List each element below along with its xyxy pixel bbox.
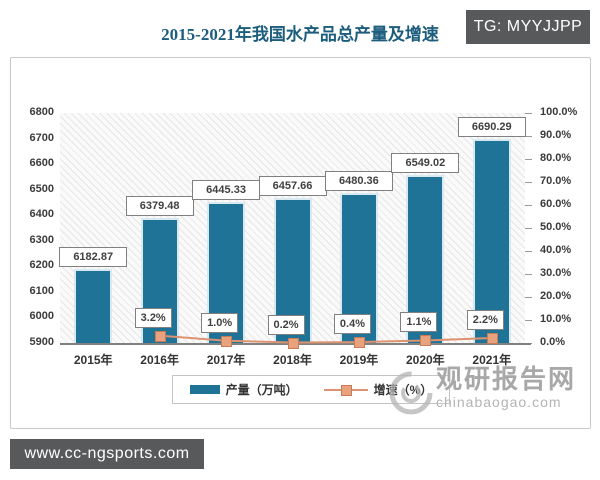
left-axis-tick-label: 6200 — [29, 259, 54, 272]
growth-value-label: 1.0% — [201, 312, 239, 333]
watermark-domain: chinabaogao.com — [436, 394, 562, 410]
left-axis-tick-label: 6000 — [29, 310, 54, 323]
bar — [76, 270, 111, 343]
website-badge: www.cc-ngsports.com — [10, 439, 204, 469]
x-axis-category-label: 2016年 — [140, 353, 179, 367]
bar-swatch-icon — [189, 385, 220, 394]
right-axis-tick-label: 10.0% — [540, 313, 572, 325]
growth-value-label: 1.1% — [400, 312, 438, 333]
bar — [474, 141, 509, 343]
bar-value-label: 6549.02 — [391, 153, 460, 174]
right-axis-tick-label: 100.0% — [540, 106, 578, 118]
legend-item-production: 产量（万吨） — [189, 381, 298, 398]
right-axis-tick-mark — [525, 136, 532, 137]
bar-value-label: 6379.48 — [125, 196, 194, 217]
legend-label-production: 产量（万吨） — [225, 383, 298, 397]
left-axis-tick-label: 6100 — [29, 284, 54, 297]
growth-value-label: 0.4% — [333, 314, 371, 335]
left-axis-tick-label: 5900 — [29, 336, 54, 348]
growth-marker — [221, 335, 233, 347]
x-axis-category-label: 2018年 — [273, 353, 312, 367]
right-axis-tick-mark — [525, 297, 532, 298]
growth-value-label: 2.2% — [466, 309, 504, 330]
left-axis-tick-label: 6400 — [29, 208, 54, 221]
left-axis-tick-label: 6500 — [29, 182, 54, 195]
eye-logo-icon — [389, 371, 433, 415]
bar-value-label: 6182.87 — [59, 246, 128, 267]
right-axis-tick-label: 70.0% — [540, 175, 572, 187]
right-axis-tick-label: 30.0% — [540, 267, 572, 279]
x-axis-category-label: 2017年 — [206, 353, 246, 367]
right-axis-tick-mark — [525, 251, 532, 252]
right-axis-tick-mark — [525, 159, 532, 160]
right-axis-tick-label: 0.0% — [540, 336, 566, 348]
x-axis-category-label: 2019年 — [339, 353, 379, 367]
right-axis-tick-mark — [525, 113, 532, 114]
growth-marker — [486, 332, 498, 344]
right-axis-tick-mark — [525, 274, 532, 275]
right-axis-tick-label: 50.0% — [540, 221, 572, 233]
x-axis-category-label: 2015年 — [73, 353, 113, 367]
chart-title: 2015-2021年我国水产品总产量及增速 — [161, 25, 439, 44]
growth-value-label: 0.2% — [267, 314, 305, 335]
telegram-badge: TG: MYYJJPP — [466, 10, 590, 44]
right-axis-tick-label: 80.0% — [540, 152, 572, 164]
line-swatch-icon — [323, 385, 368, 396]
watermark-name: 观研报告网 — [436, 364, 577, 394]
right-axis-tick-mark — [525, 228, 532, 229]
watermark: 观研报告网 chinabaogao.com — [388, 366, 576, 416]
bar-value-label: 6480.36 — [324, 170, 393, 191]
right-axis-tick-mark — [525, 182, 532, 183]
growth-marker — [154, 330, 166, 342]
right-axis-tick-label: 90.0% — [540, 129, 572, 141]
right-axis-tick-mark — [525, 320, 532, 321]
growth-marker — [353, 337, 365, 349]
growth-marker — [287, 337, 299, 349]
left-axis-tick-label: 6600 — [29, 157, 54, 170]
right-axis-tick-label: 60.0% — [540, 198, 572, 210]
right-axis-tick-mark — [525, 205, 532, 206]
right-axis-tick-label: 40.0% — [540, 244, 572, 256]
growth-marker — [420, 335, 432, 347]
bar-value-label: 6457.66 — [258, 176, 327, 197]
bar-value-label: 6690.29 — [457, 117, 526, 138]
left-axis-tick-label: 6700 — [29, 131, 54, 144]
x-axis-category-label: 2020年 — [405, 353, 445, 367]
x-axis-category-label: 2021年 — [472, 353, 512, 367]
bar-value-label: 6445.33 — [192, 179, 261, 200]
right-axis-tick-label: 20.0% — [540, 290, 572, 302]
left-axis-tick-label: 6300 — [29, 233, 54, 246]
growth-value-label: 3.2% — [134, 307, 172, 328]
left-axis-tick-label: 6800 — [29, 106, 54, 118]
